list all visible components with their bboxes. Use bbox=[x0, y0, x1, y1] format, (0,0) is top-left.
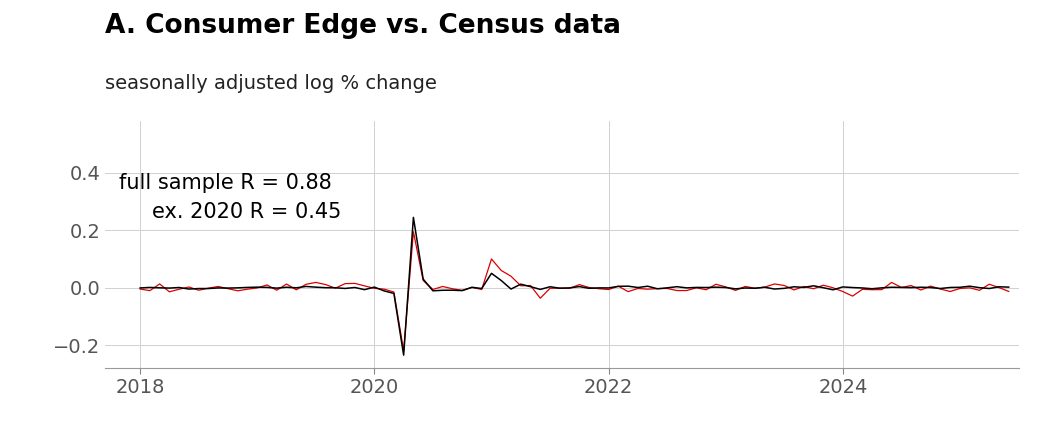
Text: ex. 2020 R = 0.45: ex. 2020 R = 0.45 bbox=[152, 202, 341, 222]
Text: A. Consumer Edge vs. Census data: A. Consumer Edge vs. Census data bbox=[105, 13, 621, 39]
Text: full sample R = 0.88: full sample R = 0.88 bbox=[119, 173, 332, 193]
Text: seasonally adjusted log % change: seasonally adjusted log % change bbox=[105, 74, 437, 93]
